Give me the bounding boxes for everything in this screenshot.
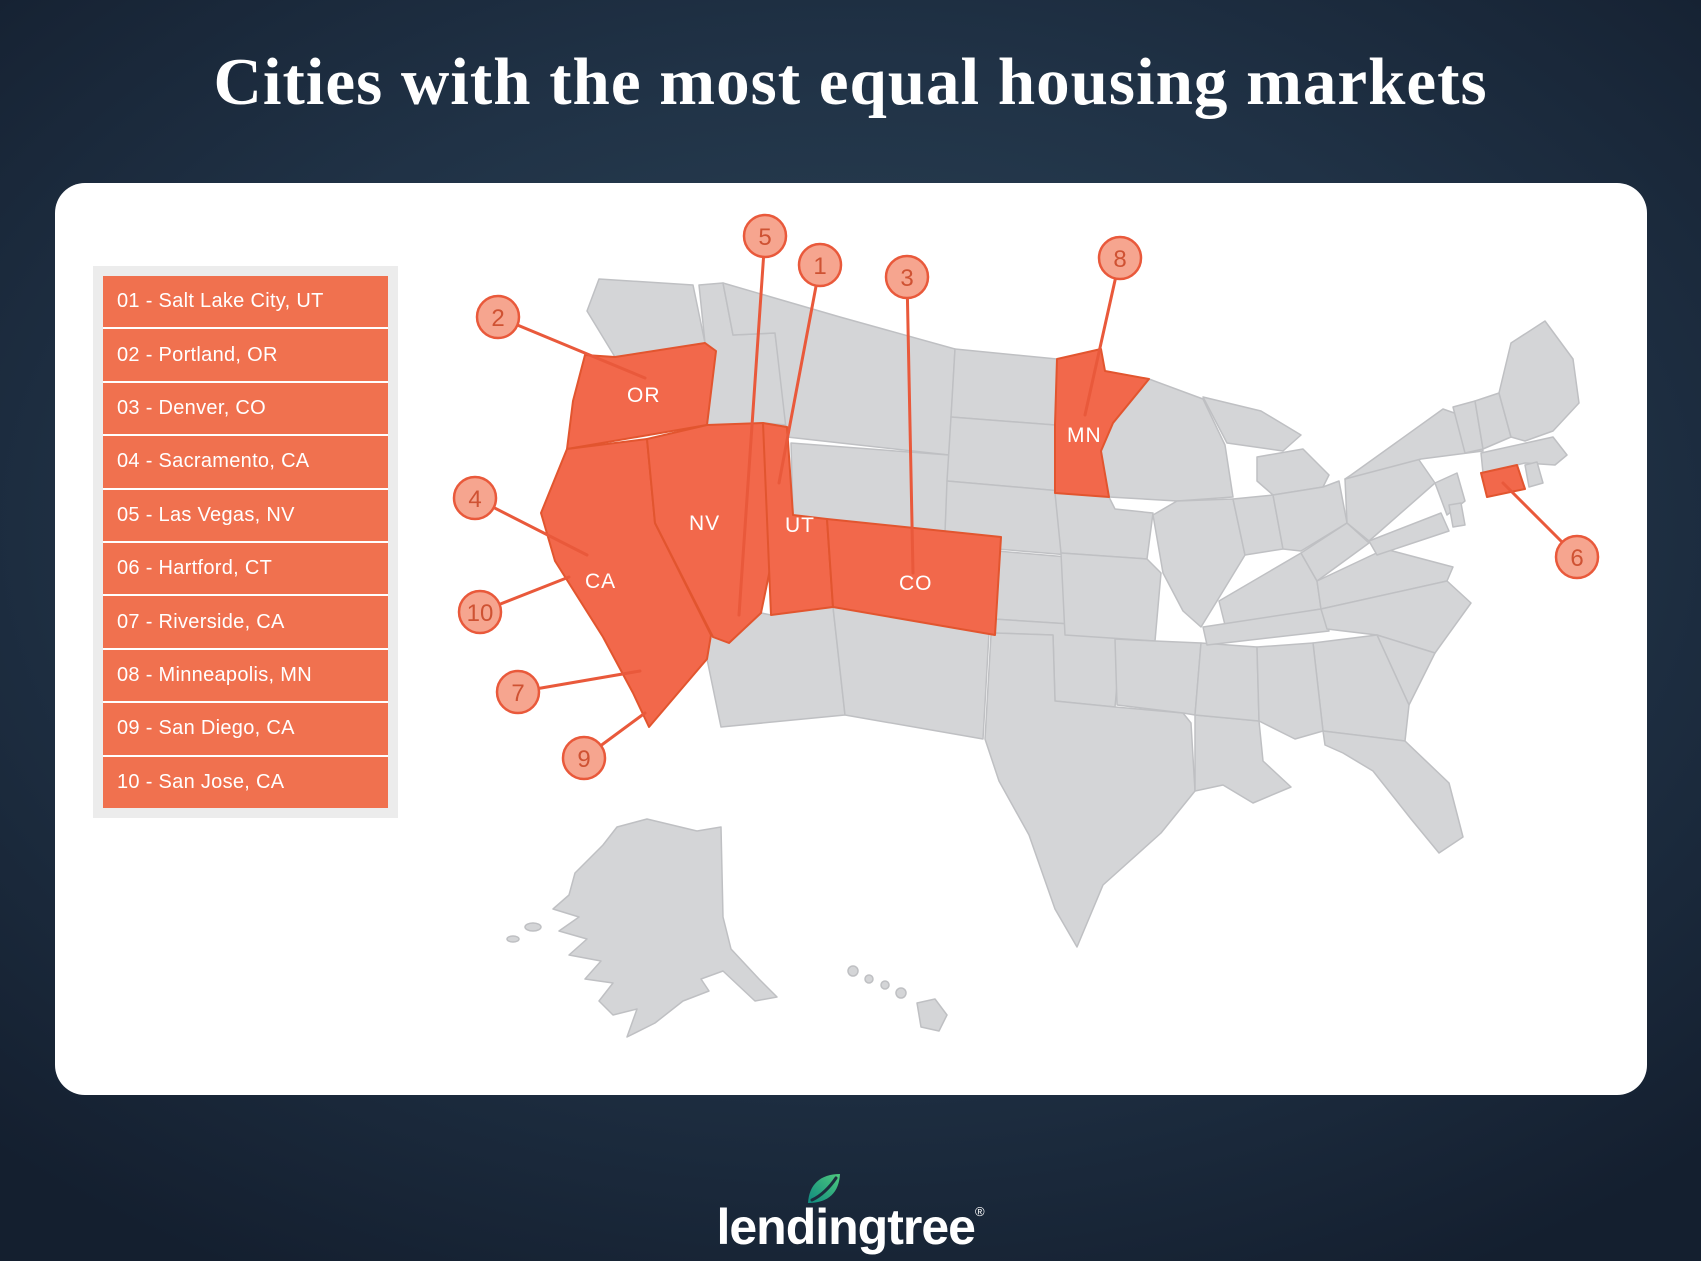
legend-item-8: 08 - Minneapolis, MN (103, 649, 388, 702)
state-ME (1498, 320, 1580, 442)
callout-marker-5: 5 (742, 213, 788, 259)
state-AK (552, 818, 778, 1038)
state-MT (722, 282, 956, 456)
registered-mark: ® (974, 1204, 985, 1219)
state-SD (946, 416, 1062, 492)
state-DE (1448, 502, 1466, 528)
callout-line-3 (905, 275, 915, 575)
callout-number-8: 8 (1113, 246, 1126, 273)
callout-markers: 1 2 3 4 5 6 7 (452, 213, 1600, 781)
callout-circle-7 (495, 669, 541, 715)
callout-line-5 (737, 234, 767, 617)
callout-number-6: 6 (1570, 545, 1583, 572)
gray-states (506, 278, 1580, 1038)
infographic-card: 01 - Salt Lake City, UT 02 - Portland, O… (55, 183, 1647, 1095)
legend-item-9: 09 - San Diego, CA (103, 703, 388, 755)
lendingtree-logo: lendingtree® (0, 1132, 1701, 1252)
legend-item-5: 05 - Las Vegas, NV (103, 489, 388, 542)
callout-number-9: 9 (577, 746, 590, 773)
state-AL (1256, 642, 1324, 740)
state-label-CO: CO (899, 572, 933, 595)
legend-item-6: 06 - Hartford, CT (103, 543, 388, 595)
state-RI (1524, 461, 1544, 488)
state-LA (1194, 714, 1292, 804)
callout-circle-4 (452, 475, 498, 521)
legend-item-4: 04 - Sacramento, CA (103, 436, 388, 488)
legend-item-10: 10 - San Jose, CA (103, 756, 388, 809)
callout-number-1: 1 (813, 253, 826, 280)
state-HI-island-5 (916, 998, 948, 1032)
callout-marker-10: 10 (457, 589, 503, 635)
state-MD (1368, 512, 1450, 556)
city-ranking-legend: 01 - Salt Lake City, UT 02 - Portland, O… (93, 266, 398, 818)
page-title: Cities with the most equal housing marke… (213, 45, 1488, 119)
state-MN-highlighted (1054, 348, 1150, 498)
state-label-MN: MN (1067, 424, 1102, 447)
legend-item-7: 07 - Riverside, CA (103, 596, 388, 648)
state-MS (1194, 642, 1260, 722)
state-VA (1316, 548, 1454, 610)
state-AR (1114, 638, 1202, 716)
callout-circle-8 (1097, 235, 1143, 281)
state-ND (950, 348, 1058, 426)
callout-number-5: 5 (758, 224, 771, 251)
state-AK-island-1 (524, 922, 542, 932)
callout-circle-9 (561, 735, 607, 781)
callout-line-2 (496, 315, 647, 380)
state-label-OR: OR (627, 384, 661, 407)
callout-line-8 (1083, 256, 1122, 417)
state-HI-island-1 (847, 965, 859, 977)
callout-lines (473, 234, 1579, 760)
state-AK-island-2 (506, 935, 520, 943)
state-HI-island-2 (864, 974, 874, 984)
callout-marker-9: 9 (561, 735, 607, 781)
leaf-icon (808, 1174, 841, 1203)
logo-wordmark: lendingtree (716, 1199, 975, 1255)
callout-circle-2 (475, 294, 521, 340)
state-NY (1344, 408, 1484, 480)
state-label-NV: NV (689, 512, 720, 535)
state-label-UT: UT (785, 514, 815, 537)
state-HI-island-3 (880, 980, 890, 990)
callout-marker-6: 6 (1554, 534, 1600, 580)
callout-marker-8: 8 (1097, 235, 1143, 281)
state-FL (1322, 730, 1464, 854)
legend-item-2: 02 - Portland, OR (103, 329, 388, 381)
state-CO-highlighted (826, 518, 1002, 636)
callout-circle-10 (457, 589, 503, 635)
state-TX (984, 632, 1196, 948)
callout-number-10: 10 (467, 600, 494, 627)
callout-marker-7: 7 (495, 669, 541, 715)
callout-marker-3: 3 (884, 254, 930, 300)
callout-circle-5 (742, 213, 788, 259)
callout-line-1 (777, 263, 822, 485)
state-CT-highlighted (1480, 464, 1526, 498)
callout-number-2: 2 (491, 305, 504, 332)
state-TN (1202, 608, 1330, 646)
callout-marker-2: 2 (475, 294, 521, 340)
state-IA (1054, 492, 1154, 560)
state-WV (1300, 522, 1370, 582)
us-map: OR CA NV UT CO MN 1 (452, 213, 1600, 1038)
callout-marker-4: 4 (452, 475, 498, 521)
callout-circle-1 (797, 242, 843, 288)
state-WA (586, 278, 706, 358)
state-MO (1060, 552, 1162, 642)
legend-item-1: 01 - Salt Lake City, UT (103, 276, 388, 328)
state-OR-highlighted (566, 342, 717, 450)
callout-number-3: 3 (900, 265, 913, 292)
callout-number-7: 7 (511, 680, 524, 707)
callout-marker-1: 1 (797, 242, 843, 288)
state-MI-upper (1202, 396, 1302, 452)
legend-item-3: 03 - Denver, CO (103, 382, 388, 435)
state-labels: OR CA NV UT CO MN (585, 384, 1102, 595)
callout-circle-6 (1554, 534, 1600, 580)
legend-rows: 01 - Salt Lake City, UT 02 - Portland, O… (103, 276, 388, 809)
callout-circle-3 (884, 254, 930, 300)
state-NV-highlighted (646, 422, 776, 644)
callout-number-4: 4 (468, 486, 481, 513)
state-HI-island-4 (895, 987, 907, 999)
state-label-CA: CA (585, 570, 616, 593)
